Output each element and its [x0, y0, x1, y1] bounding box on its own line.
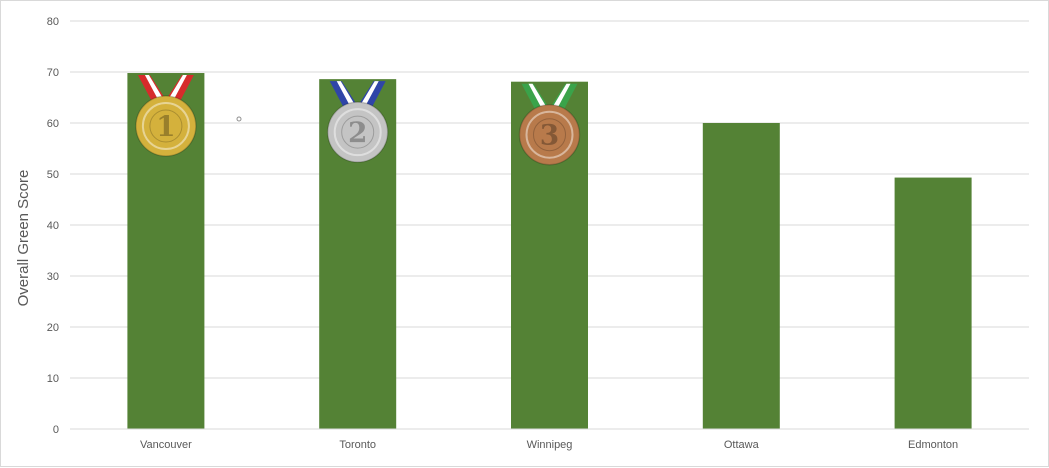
- medal-coin: [326, 101, 389, 163]
- silver-medal-icon: 2: [326, 81, 389, 163]
- medal-ribbon-stripe: [167, 75, 187, 104]
- gold-medal-icon: 1: [135, 75, 197, 157]
- x-tick-label: Winnipeg: [527, 439, 573, 451]
- x-tick-label: Vancouver: [140, 439, 192, 451]
- medal-inner-ring: [533, 118, 566, 152]
- medal-inner-ring: [341, 115, 375, 149]
- medal-ribbon-stripe: [551, 83, 571, 112]
- medal-inner-ring: [149, 109, 183, 143]
- y-tick-label: 40: [47, 220, 59, 232]
- y-tick-label: 60: [47, 118, 59, 130]
- medal-coin: [518, 103, 581, 166]
- y-tick-label: 80: [47, 16, 59, 28]
- medal-wreath: [525, 110, 574, 159]
- bronze-medal-icon: 3: [518, 83, 581, 166]
- y-axis-ticks: 0 10 20 30 40 50 60 70 80: [47, 16, 59, 436]
- y-tick-label: 70: [47, 67, 59, 79]
- y-tick-label: 10: [47, 373, 59, 385]
- y-tick-label: 50: [47, 169, 59, 181]
- medal-wreath: [333, 108, 382, 157]
- medals: 1 2 3: [135, 75, 581, 166]
- bar-edmonton: [894, 177, 972, 429]
- medal-rank-number: 2: [348, 116, 367, 149]
- y-tick-label: 20: [47, 322, 59, 334]
- medal-ribbon-stripe: [528, 83, 548, 112]
- x-tick-label: Edmonton: [908, 439, 958, 451]
- x-tick-label: Toronto: [339, 439, 376, 451]
- y-tick-label: 0: [53, 424, 59, 436]
- medal-ribbon-stripe: [144, 75, 164, 104]
- medal-rank-number: 1: [156, 110, 175, 143]
- medal-ribbon-stripe: [359, 81, 379, 110]
- small-circle-marker: [236, 116, 242, 122]
- medal-ribbon-stripe: [336, 81, 356, 110]
- bar-ottawa: [702, 123, 780, 429]
- y-axis-title: Overall Green Score: [15, 170, 32, 307]
- medal-wreath: [141, 102, 190, 151]
- x-tick-label: Ottawa: [724, 439, 760, 451]
- y-tick-label: 30: [47, 271, 59, 283]
- medal-rank-number: 3: [540, 119, 559, 152]
- medal-coin: [135, 95, 197, 157]
- x-axis-ticks: Vancouver Toronto Winnipeg Ottawa Edmonton: [140, 439, 958, 451]
